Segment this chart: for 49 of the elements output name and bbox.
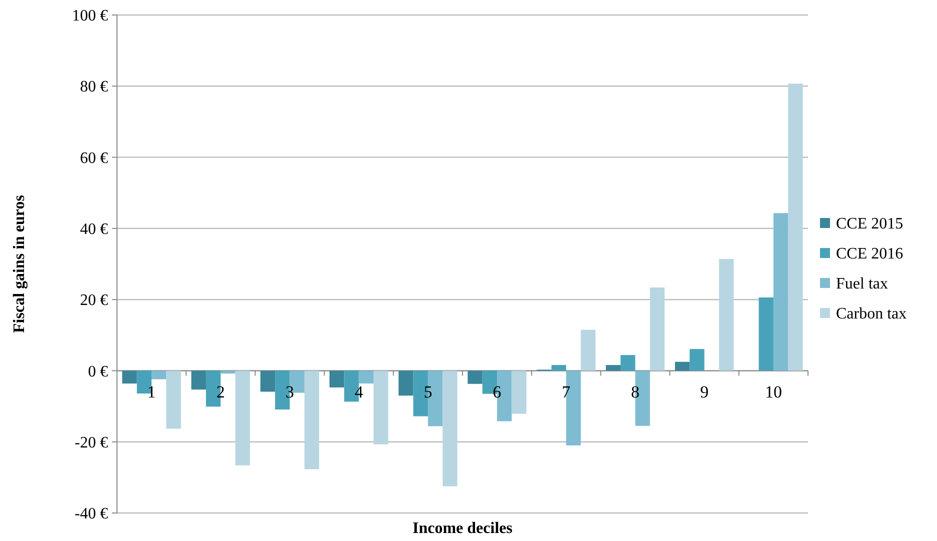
bar [551,365,566,371]
y-tick-label: -20 € [74,434,108,452]
legend-label: CCE 2016 [836,246,904,263]
legend-label: Fuel tax [836,276,888,293]
bar [758,297,774,371]
bar [235,370,250,466]
bar [358,370,374,384]
bar [304,370,320,470]
x-tick-label: 1 [147,382,156,402]
legend-label: CCE 2015 [836,216,904,233]
bar [398,370,414,396]
y-tick-label: 100 € [72,8,108,25]
bar [260,370,276,392]
bar [788,84,803,371]
bar [220,370,236,374]
bar [719,259,734,371]
bar [329,370,344,388]
x-tick-label: 3 [286,382,294,402]
y-tick-label: 80 € [80,78,108,96]
x-tick-label: 9 [700,382,709,402]
bar [442,370,458,486]
x-tick-label: 4 [354,382,364,402]
bar [773,213,788,371]
x-tick-label: 10 [764,382,782,402]
bar [620,355,636,371]
x-tick-label: 5 [424,382,432,402]
bar [580,330,596,371]
bar [468,370,482,384]
legend-label: Carbon tax [836,306,907,323]
y-tick-label: 20 € [80,292,108,310]
bar [152,370,166,380]
y-tick-label: 60 € [80,150,108,167]
bar [191,370,206,390]
bar [606,365,621,371]
y-tick-label: 0 € [88,363,108,380]
x-tick-label: 7 [562,382,571,402]
bar [166,370,181,429]
y-tick-label: 40 € [80,221,108,238]
x-axis-title: Income deciles [412,520,512,537]
y-axis-title: Fiscal gains in euros [11,195,28,333]
bar [690,349,704,371]
bar [650,287,665,371]
bar [512,370,526,414]
bar [374,370,388,444]
y-tick-label: -40 € [74,506,108,523]
x-tick-label: 8 [631,382,640,402]
x-tick-label: 6 [492,382,502,402]
bar [122,370,137,384]
bar [674,362,690,371]
